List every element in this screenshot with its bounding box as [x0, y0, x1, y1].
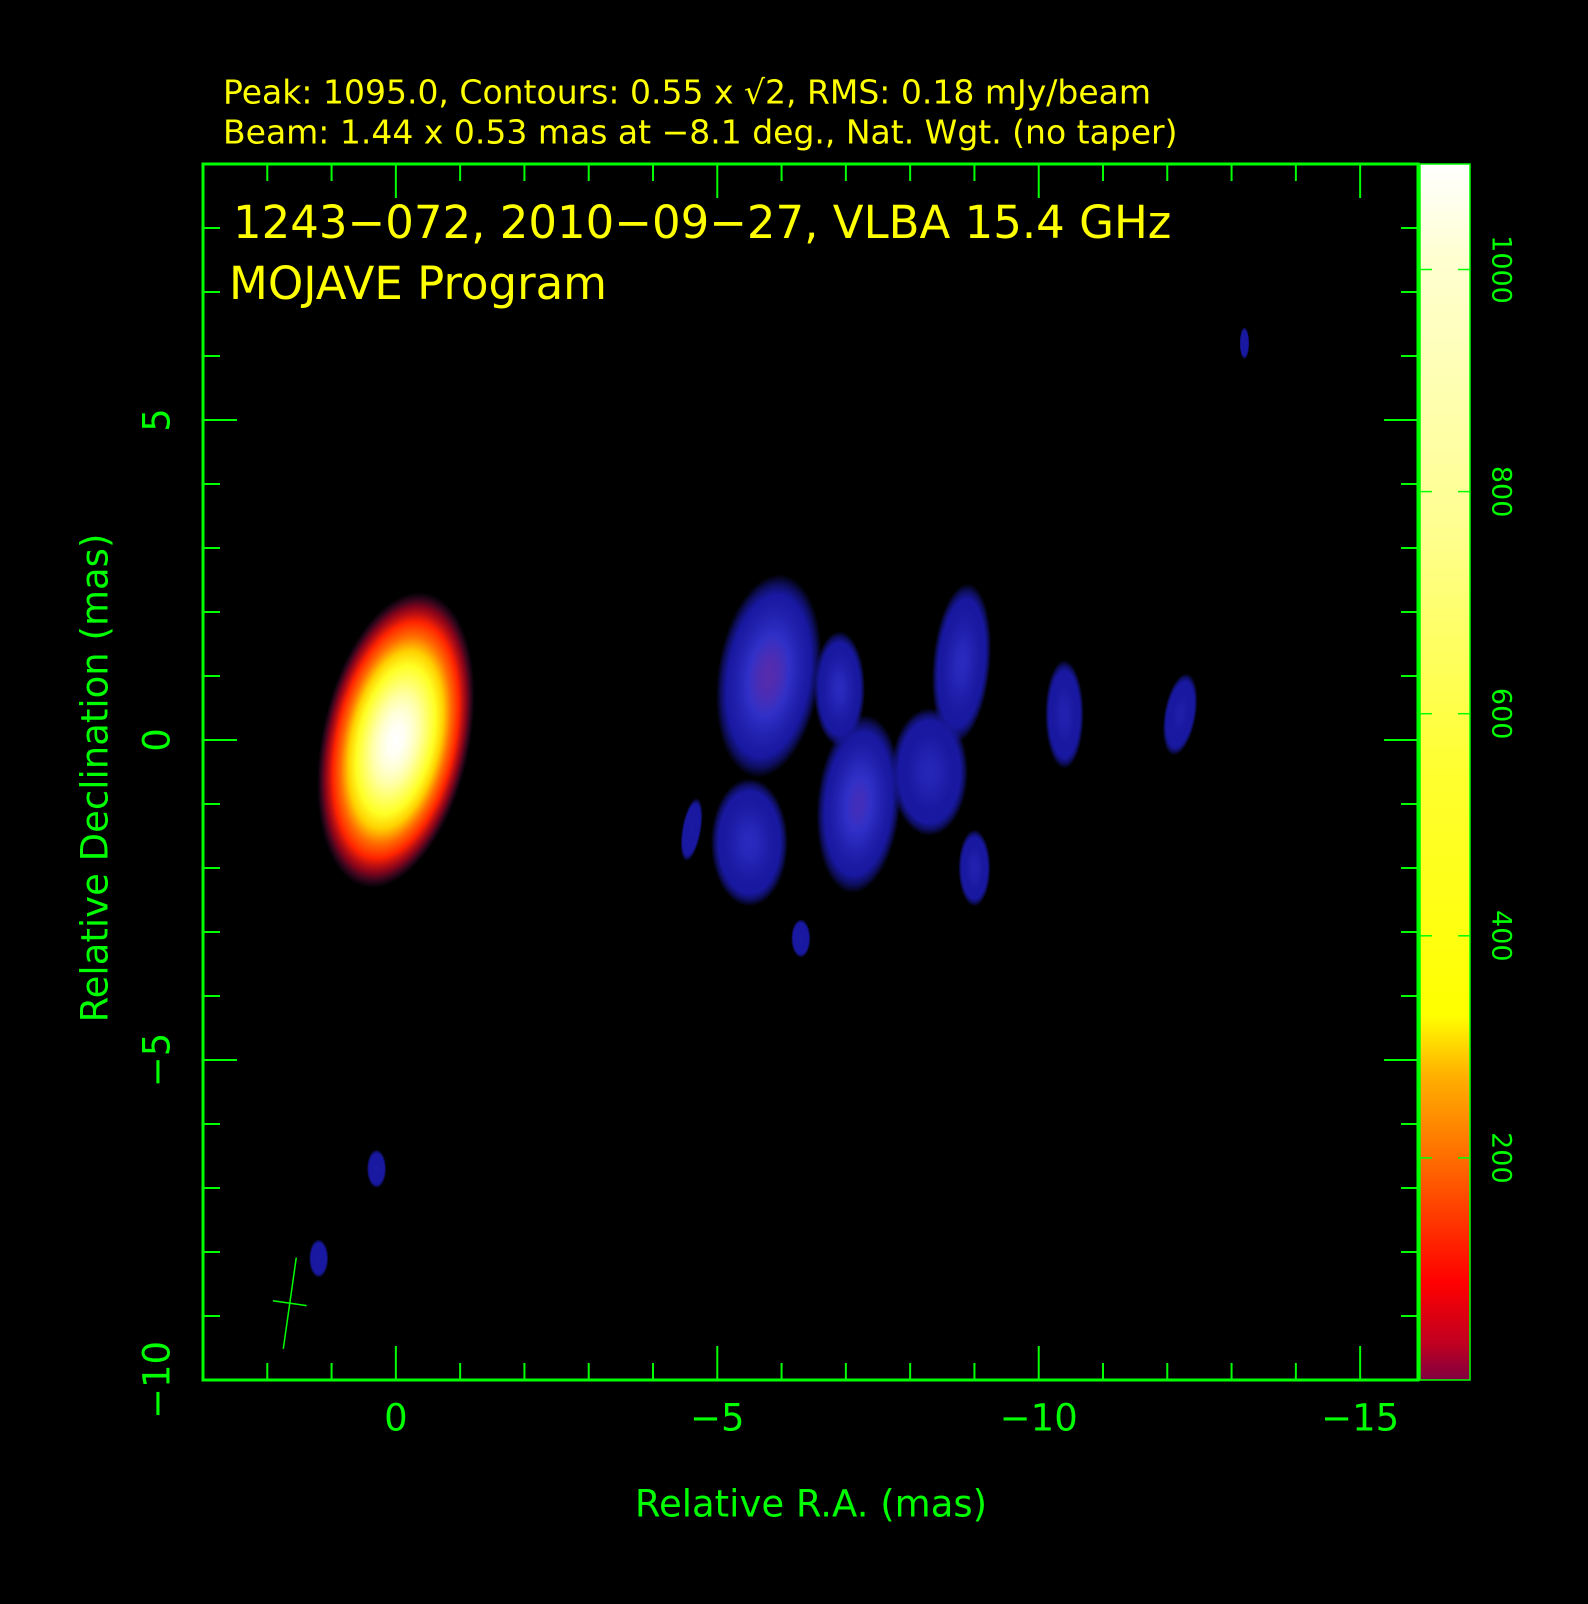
x-tick-label: −15	[1321, 1397, 1399, 1440]
header-line: Beam: 1.44 x 0.53 mas at −8.1 deg., Nat.…	[223, 113, 1178, 152]
source-component	[890, 708, 969, 836]
source-component	[816, 714, 902, 894]
header-line: Peak: 1095.0, Contours: 0.55 x √2, RMS: …	[223, 73, 1151, 112]
source-component	[791, 919, 811, 958]
source-component	[317, 592, 475, 888]
colorbar-tick-label: 800	[1486, 466, 1517, 518]
x-tick-label: 0	[384, 1397, 408, 1440]
source-component	[813, 631, 866, 747]
source-component	[958, 829, 991, 907]
y-tick-label: 0	[136, 728, 179, 752]
colorbar-tick-label: 1000	[1486, 235, 1517, 304]
plot-frame	[201, 162, 1420, 1382]
source-component	[680, 798, 703, 862]
y-axis-label: Relative Declination (mas)	[74, 534, 117, 1023]
y-tick-label: −10	[136, 1341, 179, 1419]
source-component	[1045, 660, 1084, 769]
colorbar-tick-label: 600	[1486, 688, 1517, 740]
colorbar-tick-label: 200	[1486, 1132, 1517, 1184]
source-component	[710, 778, 789, 907]
y-tick-label: −5	[136, 1033, 179, 1088]
source-component	[309, 1239, 329, 1278]
source-component	[715, 574, 822, 778]
source-component	[366, 1149, 387, 1189]
y-tick-label: 5	[136, 408, 179, 432]
x-tick-label: −5	[690, 1397, 745, 1440]
chart-title: 1243−072, 2010−09−27, VLBA 15.4 GHz	[233, 196, 1171, 249]
source-component	[931, 583, 992, 743]
x-axis-label: Relative R.A. (mas)	[635, 1483, 987, 1526]
x-tick-label: −10	[1000, 1397, 1078, 1440]
source-component	[1162, 673, 1198, 756]
source-component	[1239, 327, 1250, 360]
beam-minor	[272, 1300, 307, 1307]
colorbar	[1419, 163, 1471, 1381]
chart-subtitle: MOJAVE Program	[229, 257, 607, 310]
colorbar-tick-label: 400	[1486, 910, 1517, 962]
